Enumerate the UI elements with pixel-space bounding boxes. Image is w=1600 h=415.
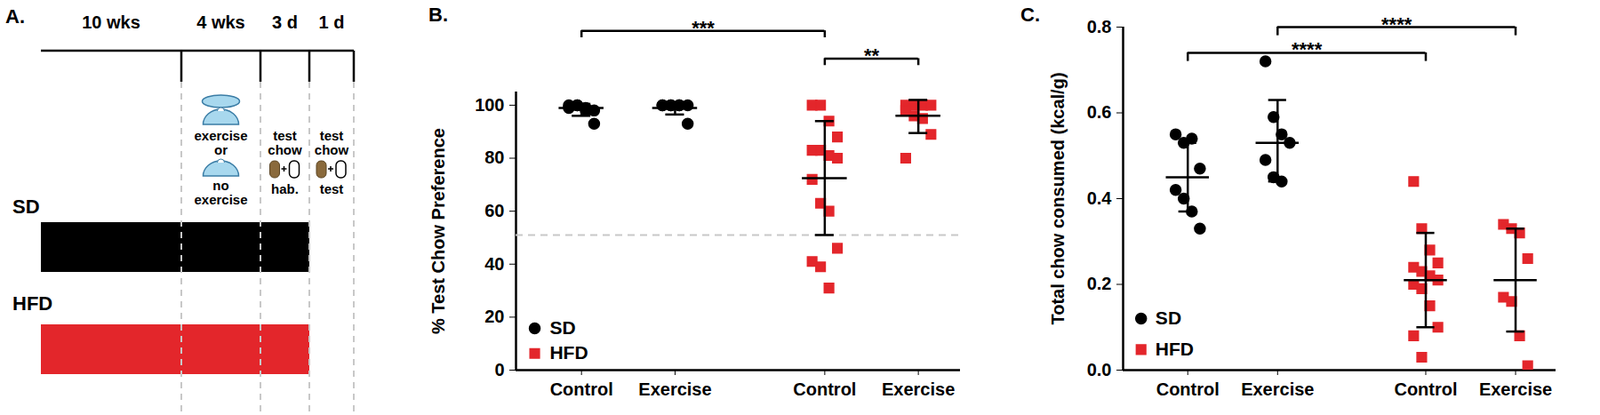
svg-text:Control: Control — [1156, 379, 1220, 400]
svg-text:0.2: 0.2 — [1087, 273, 1112, 294]
svg-text:HFD: HFD — [1155, 338, 1194, 360]
svg-text:0.4: 0.4 — [1087, 188, 1113, 208]
svg-text:test: test — [320, 128, 344, 144]
svg-text:Control: Control — [550, 379, 614, 400]
html-text:B.: B. — [428, 3, 448, 26]
svg-text:HFD: HFD — [549, 342, 588, 363]
svg-text:Total chow consumed (kcal/g): Total chow consumed (kcal/g) — [1048, 72, 1068, 325]
svg-text:0: 0 — [494, 360, 504, 380]
svg-text:4 wks: 4 wks — [196, 12, 245, 32]
svg-text:100: 100 — [474, 95, 504, 115]
svg-text:****: **** — [1291, 38, 1323, 61]
svg-text:**: ** — [864, 44, 880, 67]
svg-text:Control: Control — [1393, 379, 1457, 400]
svg-text:Control: Control — [792, 379, 856, 400]
svg-text:test: test — [320, 181, 344, 197]
svg-text:SD: SD — [12, 195, 40, 218]
svg-text:HFD: HFD — [12, 292, 53, 315]
svg-text:40: 40 — [484, 254, 504, 274]
svg-text:Exercise: Exercise — [881, 379, 955, 400]
svg-text:or: or — [214, 142, 228, 158]
svg-text:chow: chow — [314, 142, 350, 158]
svg-text:chow: chow — [267, 142, 303, 158]
svg-text:exercise: exercise — [193, 192, 248, 208]
svg-text:Exercise: Exercise — [1479, 379, 1552, 400]
svg-text:no: no — [212, 177, 229, 193]
svg-text:80: 80 — [484, 147, 504, 168]
svg-text:3 d: 3 d — [272, 12, 298, 32]
svg-text:1 d: 1 d — [319, 12, 345, 32]
svg-text:0.6: 0.6 — [1087, 102, 1112, 122]
html-text:C.: C. — [1020, 3, 1040, 26]
svg-text:exercise: exercise — [193, 128, 248, 144]
svg-text:A.: A. — [5, 5, 25, 28]
svg-text:Exercise: Exercise — [638, 379, 712, 400]
svg-text:****: **** — [1381, 13, 1413, 36]
svg-text:10 wks: 10 wks — [81, 12, 141, 32]
svg-text:SD: SD — [1155, 307, 1182, 328]
svg-text:% Test Chow Preference: % Test Chow Preference — [428, 128, 448, 335]
svg-text:test: test — [272, 128, 297, 144]
svg-text:Exercise: Exercise — [1240, 379, 1314, 400]
svg-text:20: 20 — [484, 306, 504, 327]
svg-text:SD: SD — [549, 317, 576, 338]
svg-text:0.8: 0.8 — [1087, 16, 1112, 37]
svg-text:60: 60 — [484, 200, 504, 221]
svg-text:0.0: 0.0 — [1087, 360, 1112, 380]
svg-text:***: *** — [691, 16, 715, 40]
svg-text:hab.: hab. — [271, 181, 299, 197]
